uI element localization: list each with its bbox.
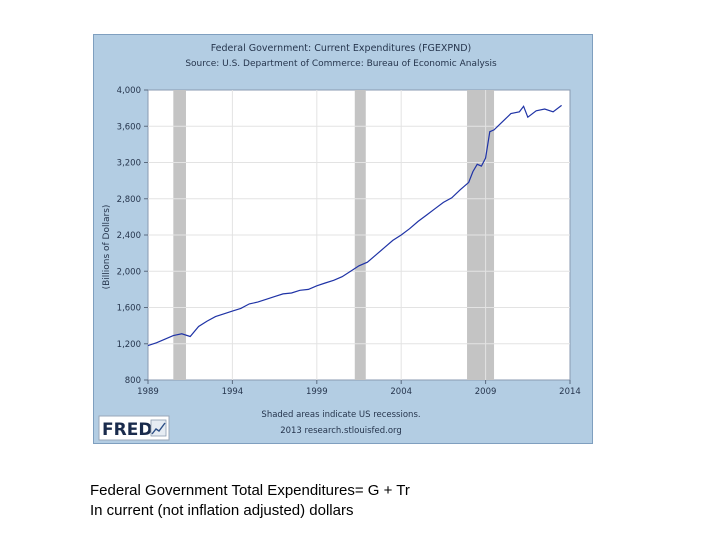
y-tick-label: 4,000 — [117, 86, 141, 96]
fred-logo: FRED — [98, 415, 170, 441]
y-tick-label: 2,400 — [117, 231, 141, 241]
fred-logo-chart-icon — [150, 419, 167, 437]
x-tick-label: 1989 — [137, 387, 159, 397]
x-tick-label: 2004 — [390, 387, 412, 397]
fred-logo-text: FRED — [102, 420, 152, 440]
x-tick-label: 1999 — [306, 387, 328, 397]
y-tick-label: 1,200 — [117, 340, 141, 350]
y-tick-label: 2,800 — [117, 195, 141, 205]
x-tick-label: 2014 — [559, 387, 581, 397]
x-tick-label: 2009 — [475, 387, 497, 397]
recession-note: Shaded areas indicate US recessions. — [261, 410, 420, 420]
chart-subtitle: Source: U.S. Department of Commerce: Bur… — [185, 59, 497, 69]
source-url: 2013 research.stlouisfed.org — [280, 426, 402, 436]
series-line-1 — [147, 104, 562, 347]
y-tick-label: 3,600 — [117, 122, 141, 132]
fred-chart: Federal Government: Current Expenditures… — [98, 43, 581, 441]
y-axis-label: (Billions of Dollars) — [102, 205, 112, 290]
chart-frame: Federal Government: Current Expenditures… — [93, 34, 593, 444]
caption-line-2: In current (not inflation adjusted) doll… — [90, 502, 354, 519]
caption-line-1: Federal Government Total Expenditures= G… — [90, 482, 410, 499]
y-tick-label: 2,000 — [117, 267, 141, 277]
chart-title: Federal Government: Current Expenditures… — [211, 43, 472, 54]
y-tick-label: 1,600 — [117, 304, 141, 314]
x-tick-label: 1994 — [222, 387, 244, 397]
y-tick-label: 3,200 — [117, 159, 141, 169]
y-tick-label: 800 — [125, 376, 141, 386]
